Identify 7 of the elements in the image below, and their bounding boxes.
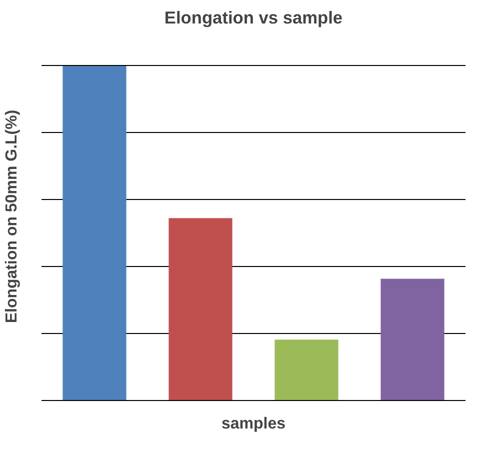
bar xyxy=(274,340,338,400)
bar xyxy=(168,218,232,400)
y-axis-title: Elongation on 50mm G.L(%) xyxy=(4,110,20,324)
x-axis-title: samples xyxy=(221,416,286,432)
bar xyxy=(380,278,444,400)
chart-title: Elongation vs sample xyxy=(164,8,343,28)
bar xyxy=(62,66,126,400)
